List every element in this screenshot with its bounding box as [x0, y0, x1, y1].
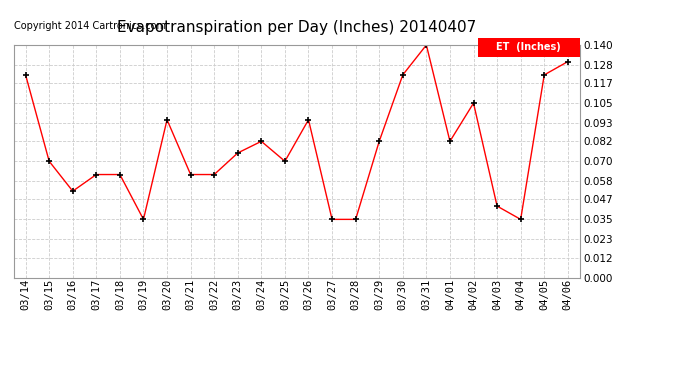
Title: Evapotranspiration per Day (Inches) 20140407: Evapotranspiration per Day (Inches) 2014… — [117, 21, 476, 36]
Text: Copyright 2014 Cartronics.com: Copyright 2014 Cartronics.com — [14, 21, 166, 31]
